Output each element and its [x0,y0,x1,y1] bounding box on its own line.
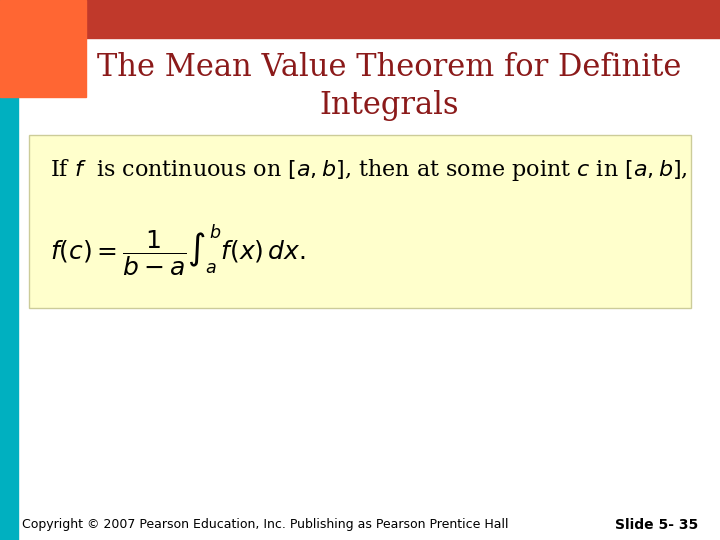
Text: Integrals: Integrals [319,90,459,121]
Text: If $f$  is continuous on $[a,b]$, then at some point $c$ in $[a,b]$,: If $f$ is continuous on $[a,b]$, then at… [50,157,688,183]
Text: Slide 5- 35: Slide 5- 35 [615,518,698,532]
Text: Copyright © 2007 Pearson Education, Inc. Publishing as Pearson Prentice Hall: Copyright © 2007 Pearson Education, Inc.… [22,518,508,531]
Bar [0,0,86,97]
Text: The Mean Value Theorem for Definite: The Mean Value Theorem for Definite [96,52,681,83]
Bar [0,0,18,540]
Bar [0,0,720,38]
Text: $f(c) = \dfrac{1}{b-a}\int_a^b f(x)\,dx.$: $f(c) = \dfrac{1}{b-a}\int_a^b f(x)\,dx.… [50,223,306,279]
FancyBboxPatch shape [29,135,691,308]
